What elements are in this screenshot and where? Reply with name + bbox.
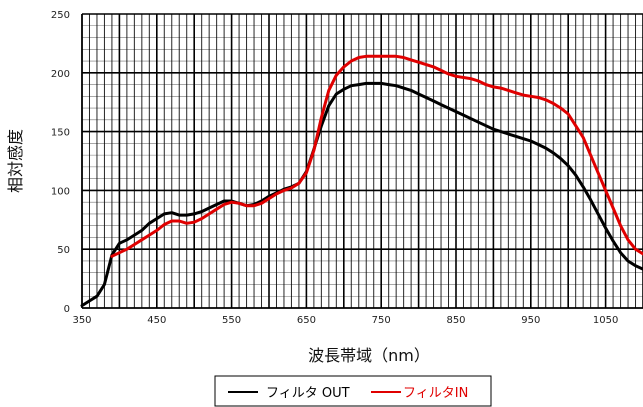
y-tick-label: 150 <box>51 128 70 139</box>
x-tick-label: 850 <box>446 315 465 326</box>
series-line-filter-out <box>80 81 643 308</box>
legend-label-in: フィルタIN <box>403 386 468 401</box>
grid <box>82 13 643 308</box>
x-tick-label: 350 <box>72 315 91 326</box>
x-tick-label: 450 <box>147 315 166 326</box>
legend-label-out: フィルタ OUT <box>266 386 350 401</box>
x-axis-title: 波長帯域（nm） <box>308 346 430 365</box>
tick-labels: 350 450 550 650 750 850 950 1050 0 50 100 150 200 250 <box>51 10 618 326</box>
axes <box>81 14 643 309</box>
x-tick-label: 750 <box>372 315 391 326</box>
x-tick-label: 950 <box>521 315 540 326</box>
y-axis-title: 相対感度 <box>6 129 25 193</box>
legend: フィルタ OUT フィルタIN <box>214 375 492 407</box>
y-tick-label: 50 <box>57 245 70 256</box>
x-tick-label: 1050 <box>593 315 618 326</box>
legend-box <box>214 375 492 407</box>
y-tick-label: 100 <box>51 186 70 197</box>
y-tick-label: 250 <box>51 10 70 21</box>
x-tick-label: 550 <box>222 315 241 326</box>
series-line-filter-in <box>110 54 643 258</box>
y-tick-label: 200 <box>51 69 70 80</box>
y-tick-label: 0 <box>64 304 70 315</box>
series <box>80 54 643 308</box>
x-tick-label: 650 <box>297 315 316 326</box>
